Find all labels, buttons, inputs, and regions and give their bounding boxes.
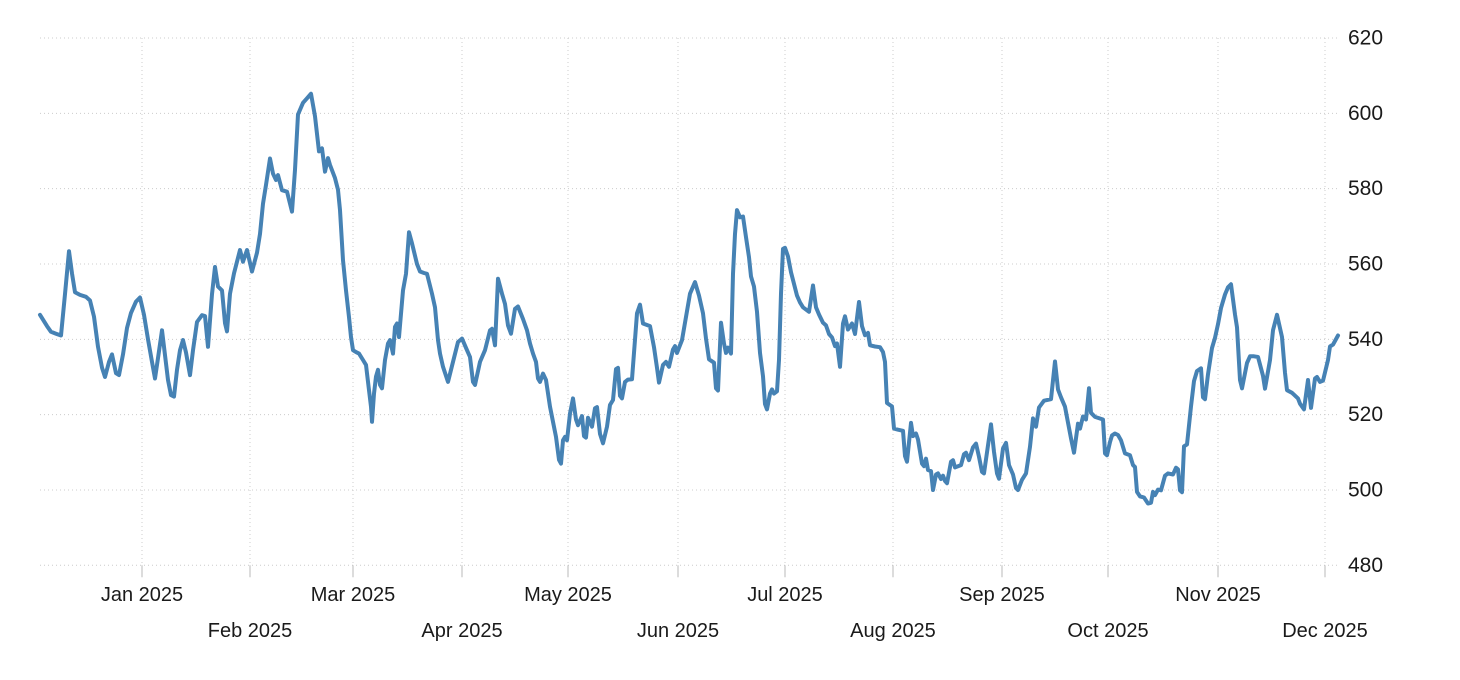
y-axis-label: 500 xyxy=(1348,478,1383,501)
x-axis-label: Nov 2025 xyxy=(1175,584,1261,606)
x-axis-label: Feb 2025 xyxy=(208,620,293,642)
price-line xyxy=(38,91,1340,506)
x-axis-label: Jul 2025 xyxy=(747,584,823,606)
x-axis-label: Sep 2025 xyxy=(959,584,1045,606)
x-axis-label: Apr 2025 xyxy=(421,620,502,642)
x-axis-label: May 2025 xyxy=(524,584,612,606)
x-axis-label: Jun 2025 xyxy=(637,620,719,642)
x-axis-label: Aug 2025 xyxy=(850,620,936,642)
y-axis-label: 580 xyxy=(1348,177,1383,200)
horizontal-gridlines xyxy=(40,37,1340,566)
x-axis-label: Oct 2025 xyxy=(1067,620,1148,642)
x-axis-label: Mar 2025 xyxy=(311,584,396,606)
x-axis-label: Dec 2025 xyxy=(1282,620,1368,642)
x-axis-labels: Jan 2025 Feb 2025 Mar 2025 Apr 2025 May 2025… xyxy=(101,584,1368,642)
x-axis-label: Jan 2025 xyxy=(101,584,183,606)
series-group xyxy=(38,91,1340,506)
y-axis-label: 520 xyxy=(1348,403,1383,426)
y-axis-label: 480 xyxy=(1348,554,1383,577)
y-axis-label: 600 xyxy=(1348,102,1383,125)
y-axis-label: 560 xyxy=(1348,252,1383,275)
y-axis-label: 540 xyxy=(1348,328,1383,351)
x-axis-ticks xyxy=(141,565,1326,578)
y-axis-labels: 620 600 580 560 540 520 500 480 xyxy=(1348,27,1383,577)
y-axis-label: 620 xyxy=(1348,27,1383,50)
